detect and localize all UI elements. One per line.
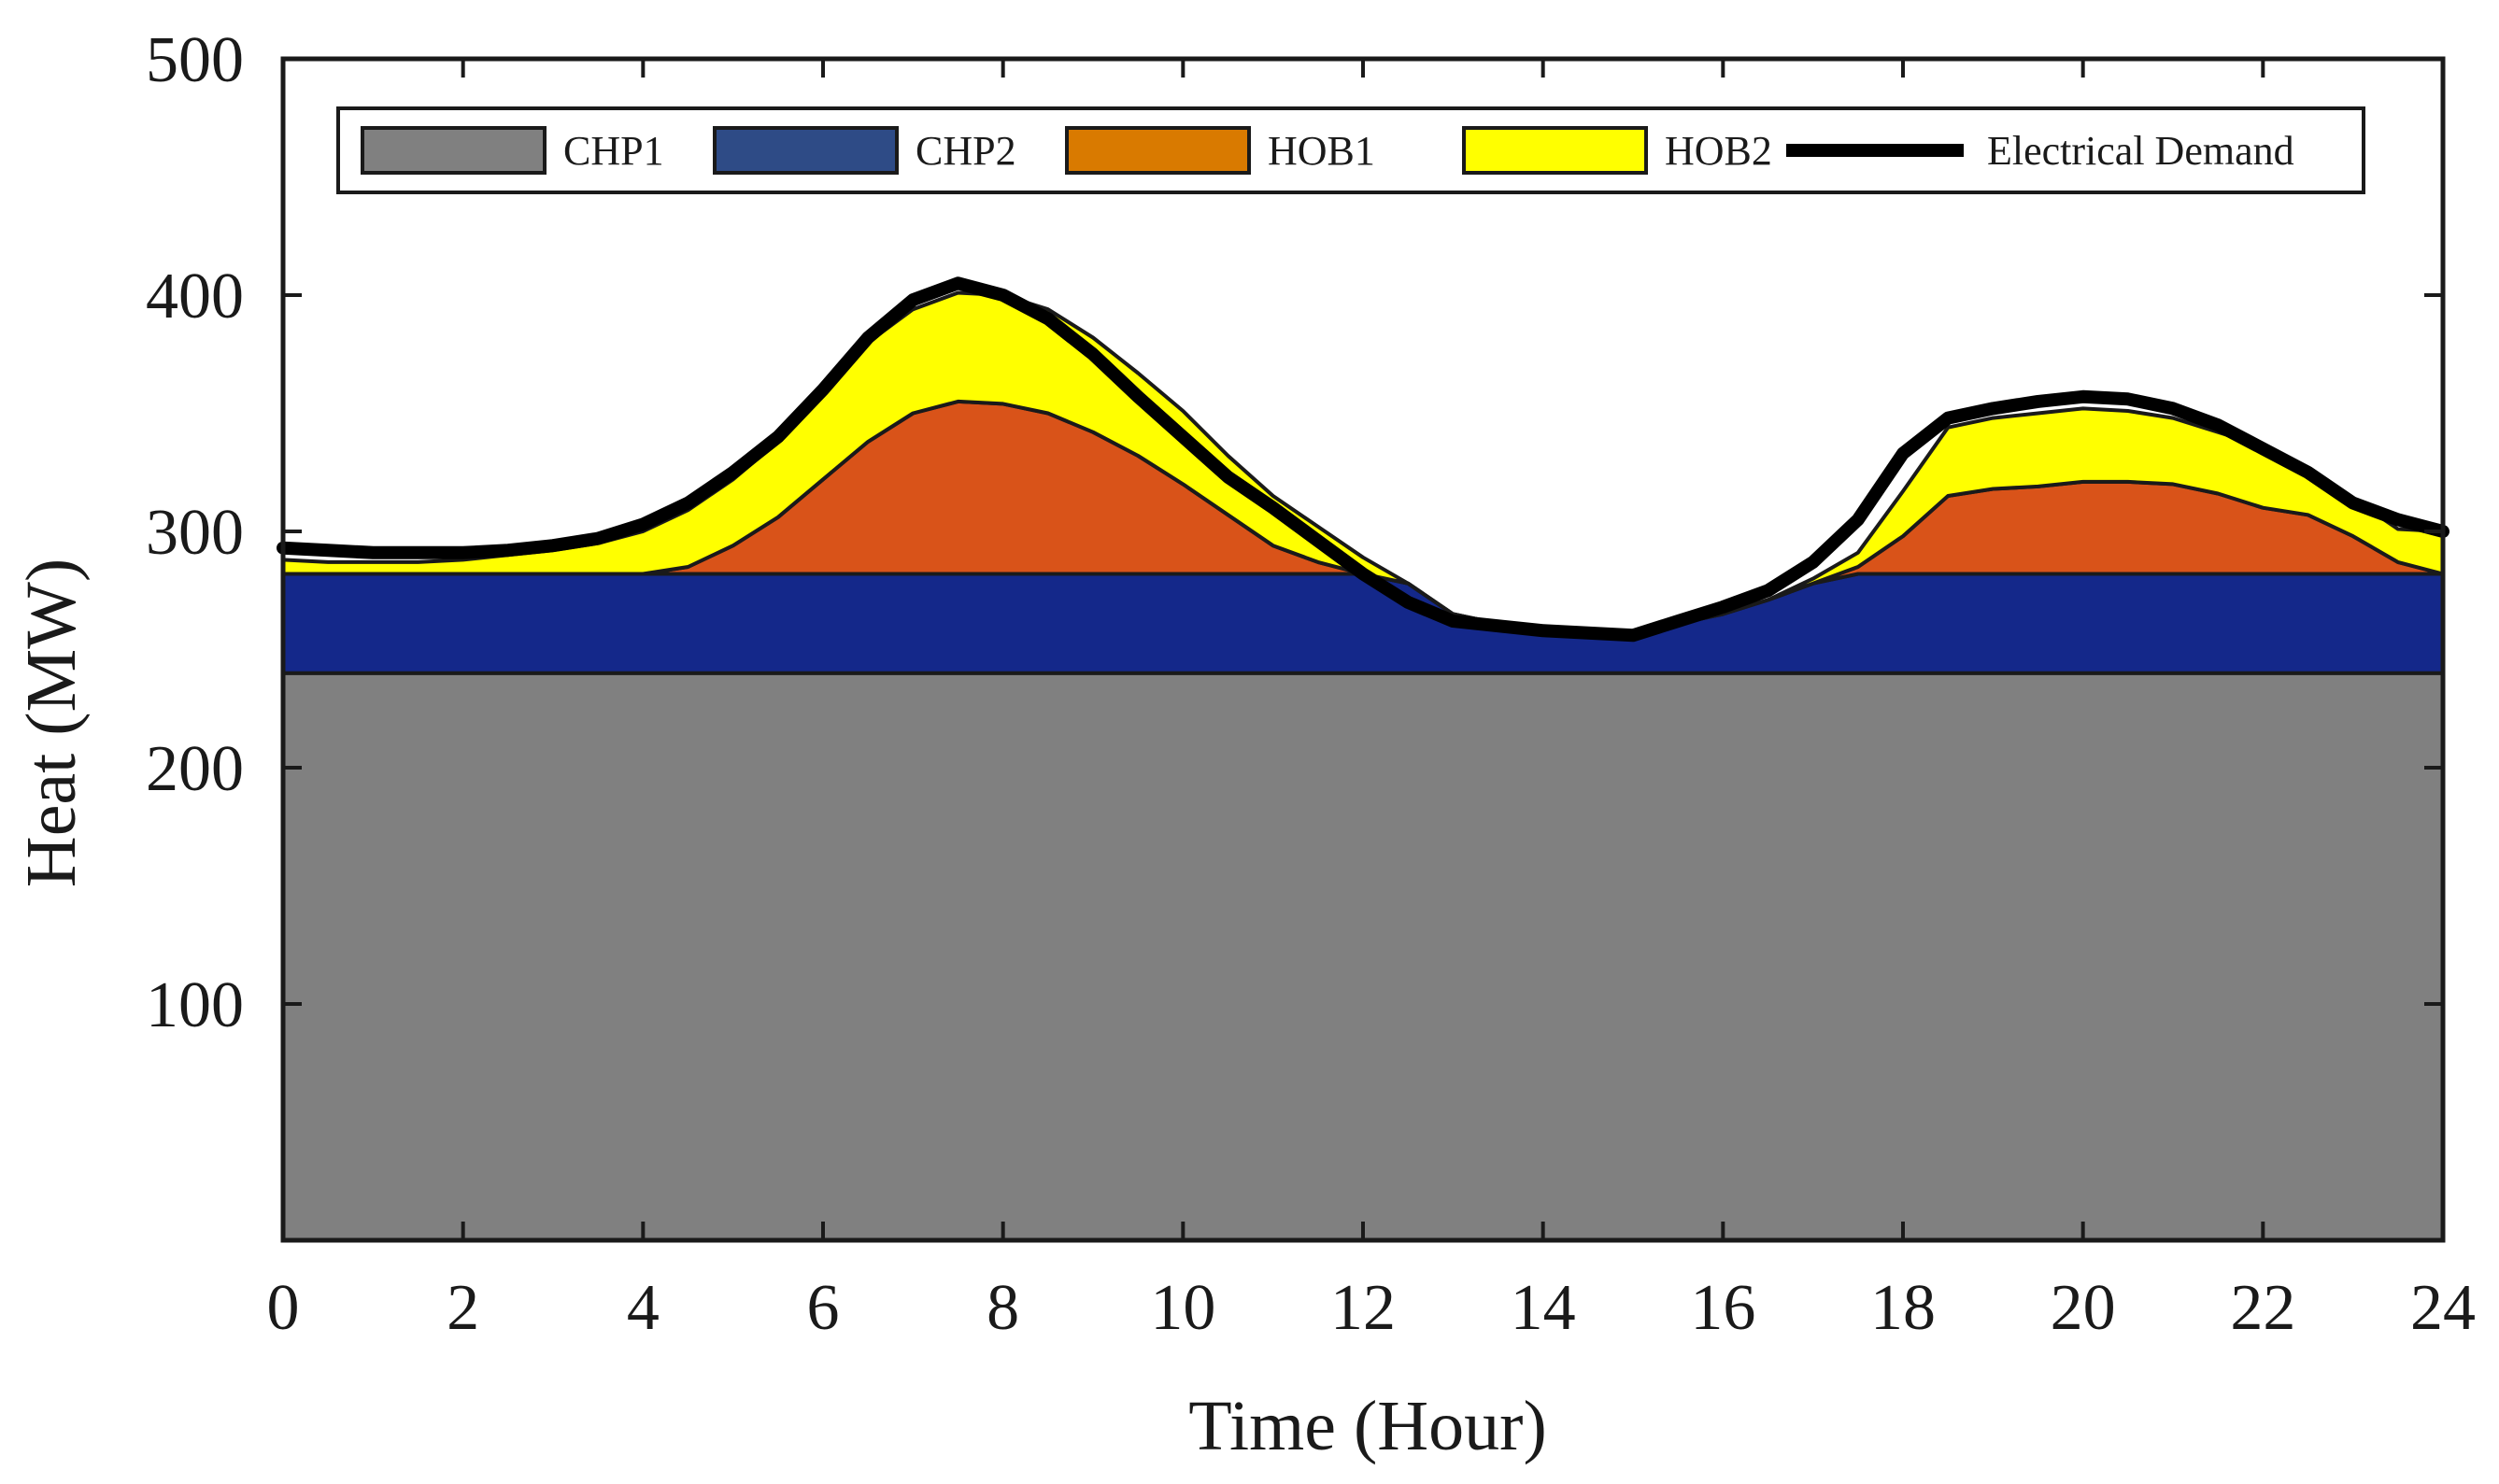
x-tick-labels: 0 2 4 6 8 10 12 14 16 18 20 22 24 — [267, 1272, 2477, 1344]
line-electrical-demand — [277, 276, 2449, 643]
y-tick-label: 300 — [146, 497, 244, 569]
legend-swatch-hob2 — [1462, 126, 1648, 175]
x-tick-label: 16 — [1690, 1272, 1755, 1344]
legend-label-hob2: HOB2 — [1665, 128, 1772, 174]
stacked-areas — [281, 290, 2445, 1242]
y-tick-label: 200 — [146, 733, 244, 805]
y-axis-label: Heat (MW) — [12, 558, 91, 887]
axis-ticks — [281, 57, 2445, 1240]
x-tick-label: 2 — [447, 1272, 479, 1344]
x-tick-label: 8 — [987, 1272, 1019, 1344]
y-tick-label: 100 — [146, 969, 244, 1041]
x-tick-label: 14 — [1511, 1272, 1576, 1344]
y-tick-label: 500 — [146, 24, 244, 96]
legend-items: CHP1 CHP2 HOB1 HOB2 Electrical Demand — [361, 126, 2294, 175]
legend-swatch-chp1 — [361, 126, 547, 175]
y-tick-label: 400 — [146, 261, 244, 332]
x-axis-label: Time (Hour) — [1188, 1387, 1547, 1465]
legend-label-hob1: HOB1 — [1268, 128, 1375, 174]
area-chp1 — [281, 671, 2445, 1242]
legend-swatch-hob1 — [1065, 126, 1251, 175]
x-tick-label: 12 — [1330, 1272, 1396, 1344]
legend-box — [336, 106, 2365, 194]
area-chp2 — [281, 572, 2445, 675]
x-tick-label: 22 — [2230, 1272, 2295, 1344]
y-tick-labels: 100 200 300 400 500 — [146, 24, 244, 1041]
x-tick-label: 6 — [807, 1272, 840, 1344]
x-tick-label: 10 — [1150, 1272, 1215, 1344]
x-tick-label: 18 — [1870, 1272, 1936, 1344]
demand-lines — [277, 276, 2449, 643]
legend-swatch-chp2 — [713, 126, 899, 175]
legend-label-chp1: CHP1 — [563, 128, 664, 174]
legend-label-electrical-demand: Electrical Demand — [1987, 128, 2294, 174]
x-tick-label: 24 — [2410, 1272, 2476, 1344]
legend: CHP1 CHP2 HOB1 HOB2 Electrical Demand — [336, 106, 2365, 194]
x-tick-label: 0 — [267, 1272, 300, 1344]
x-tick-label: 4 — [627, 1272, 660, 1344]
x-tick-label: 20 — [2051, 1272, 2116, 1344]
legend-label-chp2: CHP2 — [916, 128, 1016, 174]
